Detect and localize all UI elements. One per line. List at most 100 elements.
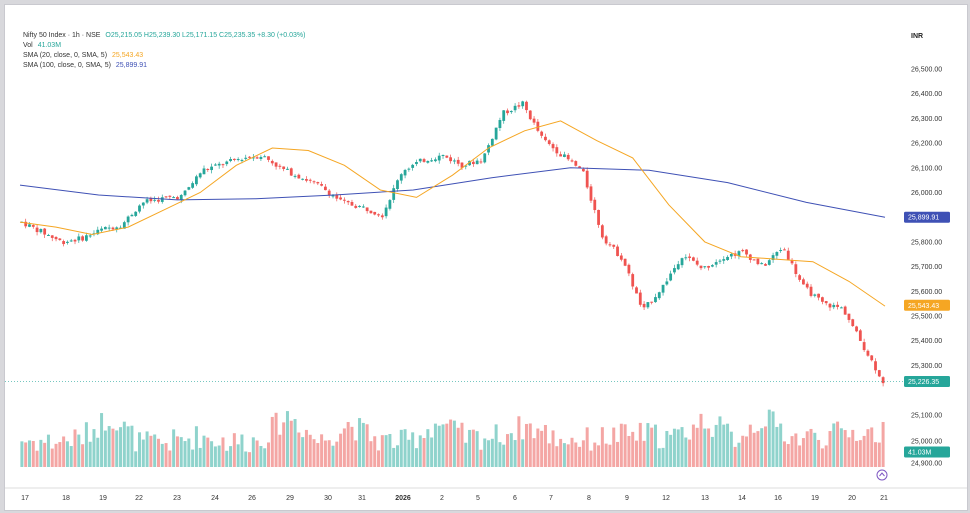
candle-body bbox=[308, 179, 312, 181]
volume-bar bbox=[289, 420, 293, 467]
volume-bar bbox=[855, 440, 859, 467]
volume-bar bbox=[684, 437, 688, 467]
volume-bar bbox=[433, 423, 437, 467]
candle-body bbox=[126, 216, 130, 223]
legend-sma20-row[interactable]: SMA (20, close, 0, SMA, 5) 25,543.43 bbox=[23, 51, 305, 61]
volume-bar bbox=[377, 450, 381, 467]
sma100-line bbox=[19, 167, 886, 218]
time-tick-label: 7 bbox=[549, 495, 553, 502]
candle-body bbox=[145, 199, 149, 203]
price-tags: 25,899.91 25,543.43 25,226.35 41.03M bbox=[904, 211, 950, 458]
candle-body bbox=[581, 168, 585, 172]
candle-body bbox=[407, 168, 411, 170]
candle-body bbox=[669, 273, 673, 281]
volume-bar bbox=[559, 438, 563, 467]
volume-bar bbox=[722, 424, 726, 467]
candle-body bbox=[676, 264, 680, 270]
candle-body bbox=[821, 297, 824, 302]
volume-bar bbox=[547, 443, 551, 467]
currency-label[interactable]: INR bbox=[911, 33, 924, 40]
time-tick-label: 14 bbox=[738, 495, 746, 502]
candle-body bbox=[563, 154, 566, 157]
time-tick-label: 18 bbox=[62, 495, 70, 502]
candle-body bbox=[460, 162, 464, 168]
candle-body bbox=[316, 182, 320, 184]
candle-body bbox=[608, 244, 612, 246]
volume-bar bbox=[27, 440, 31, 467]
volume-bar bbox=[597, 445, 601, 467]
time-axis[interactable]: 17 18 19 22 23 24 26 29 30 31 2026 2 5 6 7 8 9 12 13 14 16 19… bbox=[5, 487, 967, 502]
candle-body bbox=[635, 287, 638, 294]
volume-bar bbox=[141, 439, 145, 467]
volume-bar bbox=[84, 422, 88, 467]
price-tick-label: 26,400.00 bbox=[911, 91, 942, 98]
volume-bar bbox=[524, 423, 528, 467]
candle-body bbox=[422, 159, 426, 162]
candle-body bbox=[707, 265, 710, 268]
volume-bar bbox=[726, 423, 730, 467]
candle-body bbox=[506, 110, 509, 114]
candle-body bbox=[525, 101, 528, 111]
volume-bar bbox=[24, 442, 28, 467]
volume-bar bbox=[627, 435, 631, 467]
legend-volume-row[interactable]: Vol 41.03M bbox=[23, 41, 305, 51]
candle-body bbox=[392, 188, 396, 200]
candle-body bbox=[657, 292, 661, 299]
candle-body bbox=[441, 154, 445, 156]
candle-body bbox=[536, 121, 540, 131]
volume-bar bbox=[229, 446, 233, 467]
price-axis[interactable]: 26,500.00 26,400.00 26,300.00 26,200.00 26,1… bbox=[911, 67, 942, 468]
volume-bar bbox=[494, 424, 498, 467]
price-tick-label: 26,000.00 bbox=[911, 190, 942, 197]
candle-body bbox=[600, 225, 604, 238]
volume-bar bbox=[506, 434, 510, 467]
candle-body bbox=[103, 226, 107, 230]
candle-body bbox=[547, 140, 551, 145]
volume-bar bbox=[232, 433, 236, 467]
candle-body bbox=[555, 147, 559, 154]
candle-body bbox=[335, 194, 339, 199]
volume-bar bbox=[862, 435, 866, 467]
volume-bar bbox=[54, 443, 58, 467]
last-price-tag-bg bbox=[904, 375, 950, 387]
volume-bar bbox=[354, 440, 358, 467]
volume-bar bbox=[680, 427, 684, 467]
goto-realtime-icon[interactable] bbox=[876, 469, 888, 481]
volume-bar bbox=[638, 422, 642, 467]
volume-bar bbox=[122, 421, 126, 467]
volume-bar bbox=[699, 413, 703, 467]
time-tick-label: 26 bbox=[248, 495, 256, 502]
volume-bar bbox=[46, 434, 50, 467]
volume-tag: 41.03M bbox=[908, 450, 932, 457]
legend-sma100-label: SMA (100, close, 0, SMA, 5) bbox=[23, 62, 111, 69]
time-tick-label: 13 bbox=[701, 495, 709, 502]
candle-body bbox=[263, 156, 267, 158]
legend-sma100-row[interactable]: SMA (100, close, 0, SMA, 5) 25,899.91 bbox=[23, 61, 305, 71]
volume-bar bbox=[301, 437, 305, 467]
chart-canvas[interactable]: 26,500.00 26,400.00 26,300.00 26,200.00 26,1… bbox=[5, 5, 967, 510]
volume-bar bbox=[452, 420, 456, 467]
candle-body bbox=[604, 236, 608, 244]
candle-body bbox=[483, 153, 487, 163]
volume-bar bbox=[191, 449, 195, 467]
candle-body bbox=[623, 258, 627, 266]
legend-symbol-row[interactable]: Nifty 50 Index · 1h · NSE O25,215.05 H25… bbox=[23, 31, 305, 41]
sma20-price-tag: 25,543.43 bbox=[908, 303, 939, 310]
candle-body bbox=[191, 183, 195, 188]
candle-body bbox=[487, 145, 490, 153]
volume-bar bbox=[745, 436, 749, 467]
volume-bar bbox=[710, 436, 714, 467]
candle-body bbox=[31, 225, 35, 227]
volume-bar bbox=[119, 427, 123, 467]
volume-bar bbox=[737, 442, 741, 467]
candle-body bbox=[540, 131, 544, 136]
volume-bar bbox=[483, 438, 487, 467]
volume-bar bbox=[585, 427, 589, 467]
volume-bar bbox=[259, 445, 263, 467]
candle-body bbox=[134, 211, 138, 216]
sma100-price-tag-bg bbox=[904, 211, 950, 223]
volume-bar bbox=[801, 438, 805, 467]
candle-body bbox=[627, 264, 631, 274]
candle-body bbox=[631, 274, 635, 287]
candle-body bbox=[673, 268, 676, 273]
